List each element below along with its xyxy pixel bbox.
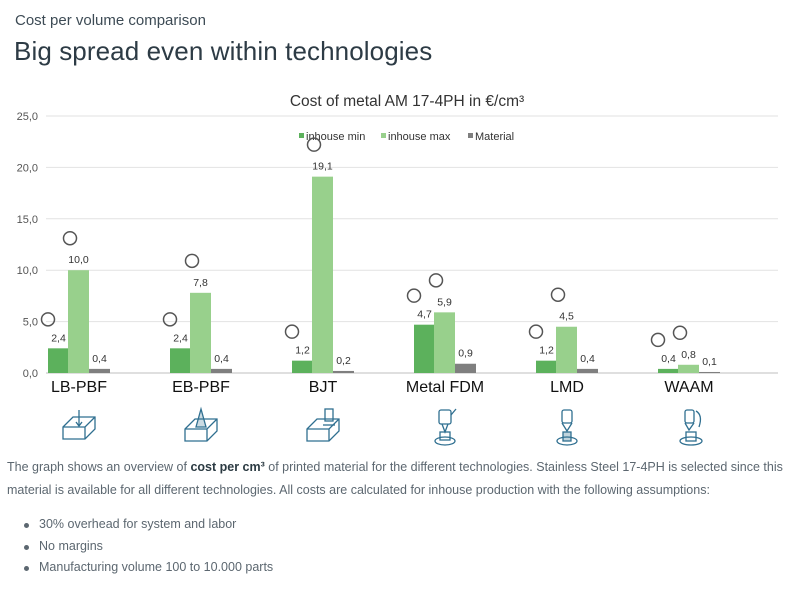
eb-pbf-icon [184, 406, 218, 442]
max-marker-circle [62, 230, 78, 246]
min-marker-circle [284, 324, 300, 339]
description-text-after: of printed material for the different te… [7, 460, 783, 497]
lmd-icon [556, 409, 578, 446]
min-marker-circle [40, 312, 56, 327]
data-label: 4,7 [417, 309, 432, 321]
data-label: 0,2 [336, 355, 351, 367]
chart-description: The graph shows an overview of cost per … [7, 456, 795, 502]
bar-inhouse-min [658, 368, 679, 373]
category-label: LMD [550, 379, 584, 396]
bar-inhouse-max [434, 312, 455, 373]
data-label: 1,2 [295, 345, 310, 357]
y-tick-label: 15,0 [17, 214, 38, 226]
bar-inhouse-max [678, 364, 699, 373]
bar-inhouse-max [190, 292, 211, 373]
bjt-icon [306, 408, 340, 442]
min-marker-circle [162, 312, 178, 327]
bar-inhouse-max [556, 326, 577, 373]
bar-material [577, 368, 598, 373]
category-label: EB-PBF [172, 379, 230, 396]
legend-label: Material [475, 131, 514, 143]
data-label: 0,9 [458, 348, 473, 360]
legend-swatch [381, 133, 386, 138]
bar-material [89, 368, 110, 373]
bar-inhouse-min [292, 360, 313, 373]
description-bold: cost per cm³ [190, 460, 265, 474]
bar-material [455, 363, 476, 373]
data-label: 0,4 [214, 353, 229, 365]
bar-inhouse-min [48, 348, 69, 373]
data-label: 19,1 [312, 161, 333, 173]
data-label: 5,9 [437, 296, 452, 308]
max-marker-circle [550, 287, 566, 302]
y-tick-label: 10,0 [17, 265, 38, 277]
assumption-list: 30% overhead for system and labor No mar… [21, 514, 273, 579]
min-marker-circle [528, 324, 544, 339]
bar-inhouse-max [68, 270, 89, 373]
y-tick-label: 25,0 [17, 111, 38, 123]
bar-inhouse-max [312, 176, 333, 373]
legend-swatch [299, 133, 304, 138]
page-heading: Big spread even within technologies [14, 36, 433, 66]
max-marker-circle [428, 273, 444, 288]
data-label: 2,4 [173, 332, 188, 344]
bar-material [333, 370, 354, 373]
max-marker-circle [184, 253, 200, 269]
legend-swatch [468, 133, 473, 138]
data-label: 10,0 [68, 254, 89, 266]
min-marker-circle [406, 288, 422, 303]
list-item: 30% overhead for system and labor [21, 514, 273, 536]
chart-title: Cost of metal AM 17-4PH in €/cm³ [290, 93, 524, 110]
cost-bar-chart: Cost of metal AM 17-4PH in €/cm³ 0,0 5,0 10… [17, 93, 778, 446]
list-item: No margins [21, 536, 273, 558]
bar-inhouse-min [170, 348, 191, 373]
category-label: WAAM [664, 379, 713, 396]
data-label: 0,4 [580, 353, 595, 365]
max-marker-circle [672, 325, 688, 341]
metal-fdm-icon [434, 408, 457, 446]
y-tick-label: 20,0 [17, 162, 38, 174]
max-marker-circle [306, 137, 322, 152]
waam-icon [679, 409, 703, 446]
legend-label: inhouse max [388, 131, 451, 143]
y-tick-label: 5,0 [23, 317, 38, 329]
category-label: BJT [309, 379, 338, 396]
lb-pbf-icon [62, 410, 96, 440]
bar-material [211, 368, 232, 373]
y-tick-label: 0,0 [23, 368, 38, 380]
data-label: 4,5 [559, 311, 574, 323]
data-label: 0,4 [661, 353, 676, 365]
bar-material [699, 371, 720, 373]
data-label: 7,8 [193, 277, 208, 289]
data-label: 1,2 [539, 345, 554, 357]
page-subtitle: Cost per volume comparison [15, 12, 206, 29]
list-item: Manufacturing volume 100 to 10.000 parts [21, 557, 273, 579]
category-label: LB-PBF [51, 379, 107, 396]
bar-inhouse-min [536, 360, 557, 373]
data-label: 0,4 [92, 353, 107, 365]
category-label: Metal FDM [406, 379, 484, 396]
data-label: 0,8 [681, 349, 696, 361]
data-label: 0,1 [702, 356, 717, 368]
bar-inhouse-min [414, 324, 435, 373]
min-marker-circle [650, 332, 666, 348]
description-text-before: The graph shows an overview of [7, 460, 191, 474]
legend-label: inhouse min [306, 131, 365, 143]
data-label: 2,4 [51, 332, 66, 344]
